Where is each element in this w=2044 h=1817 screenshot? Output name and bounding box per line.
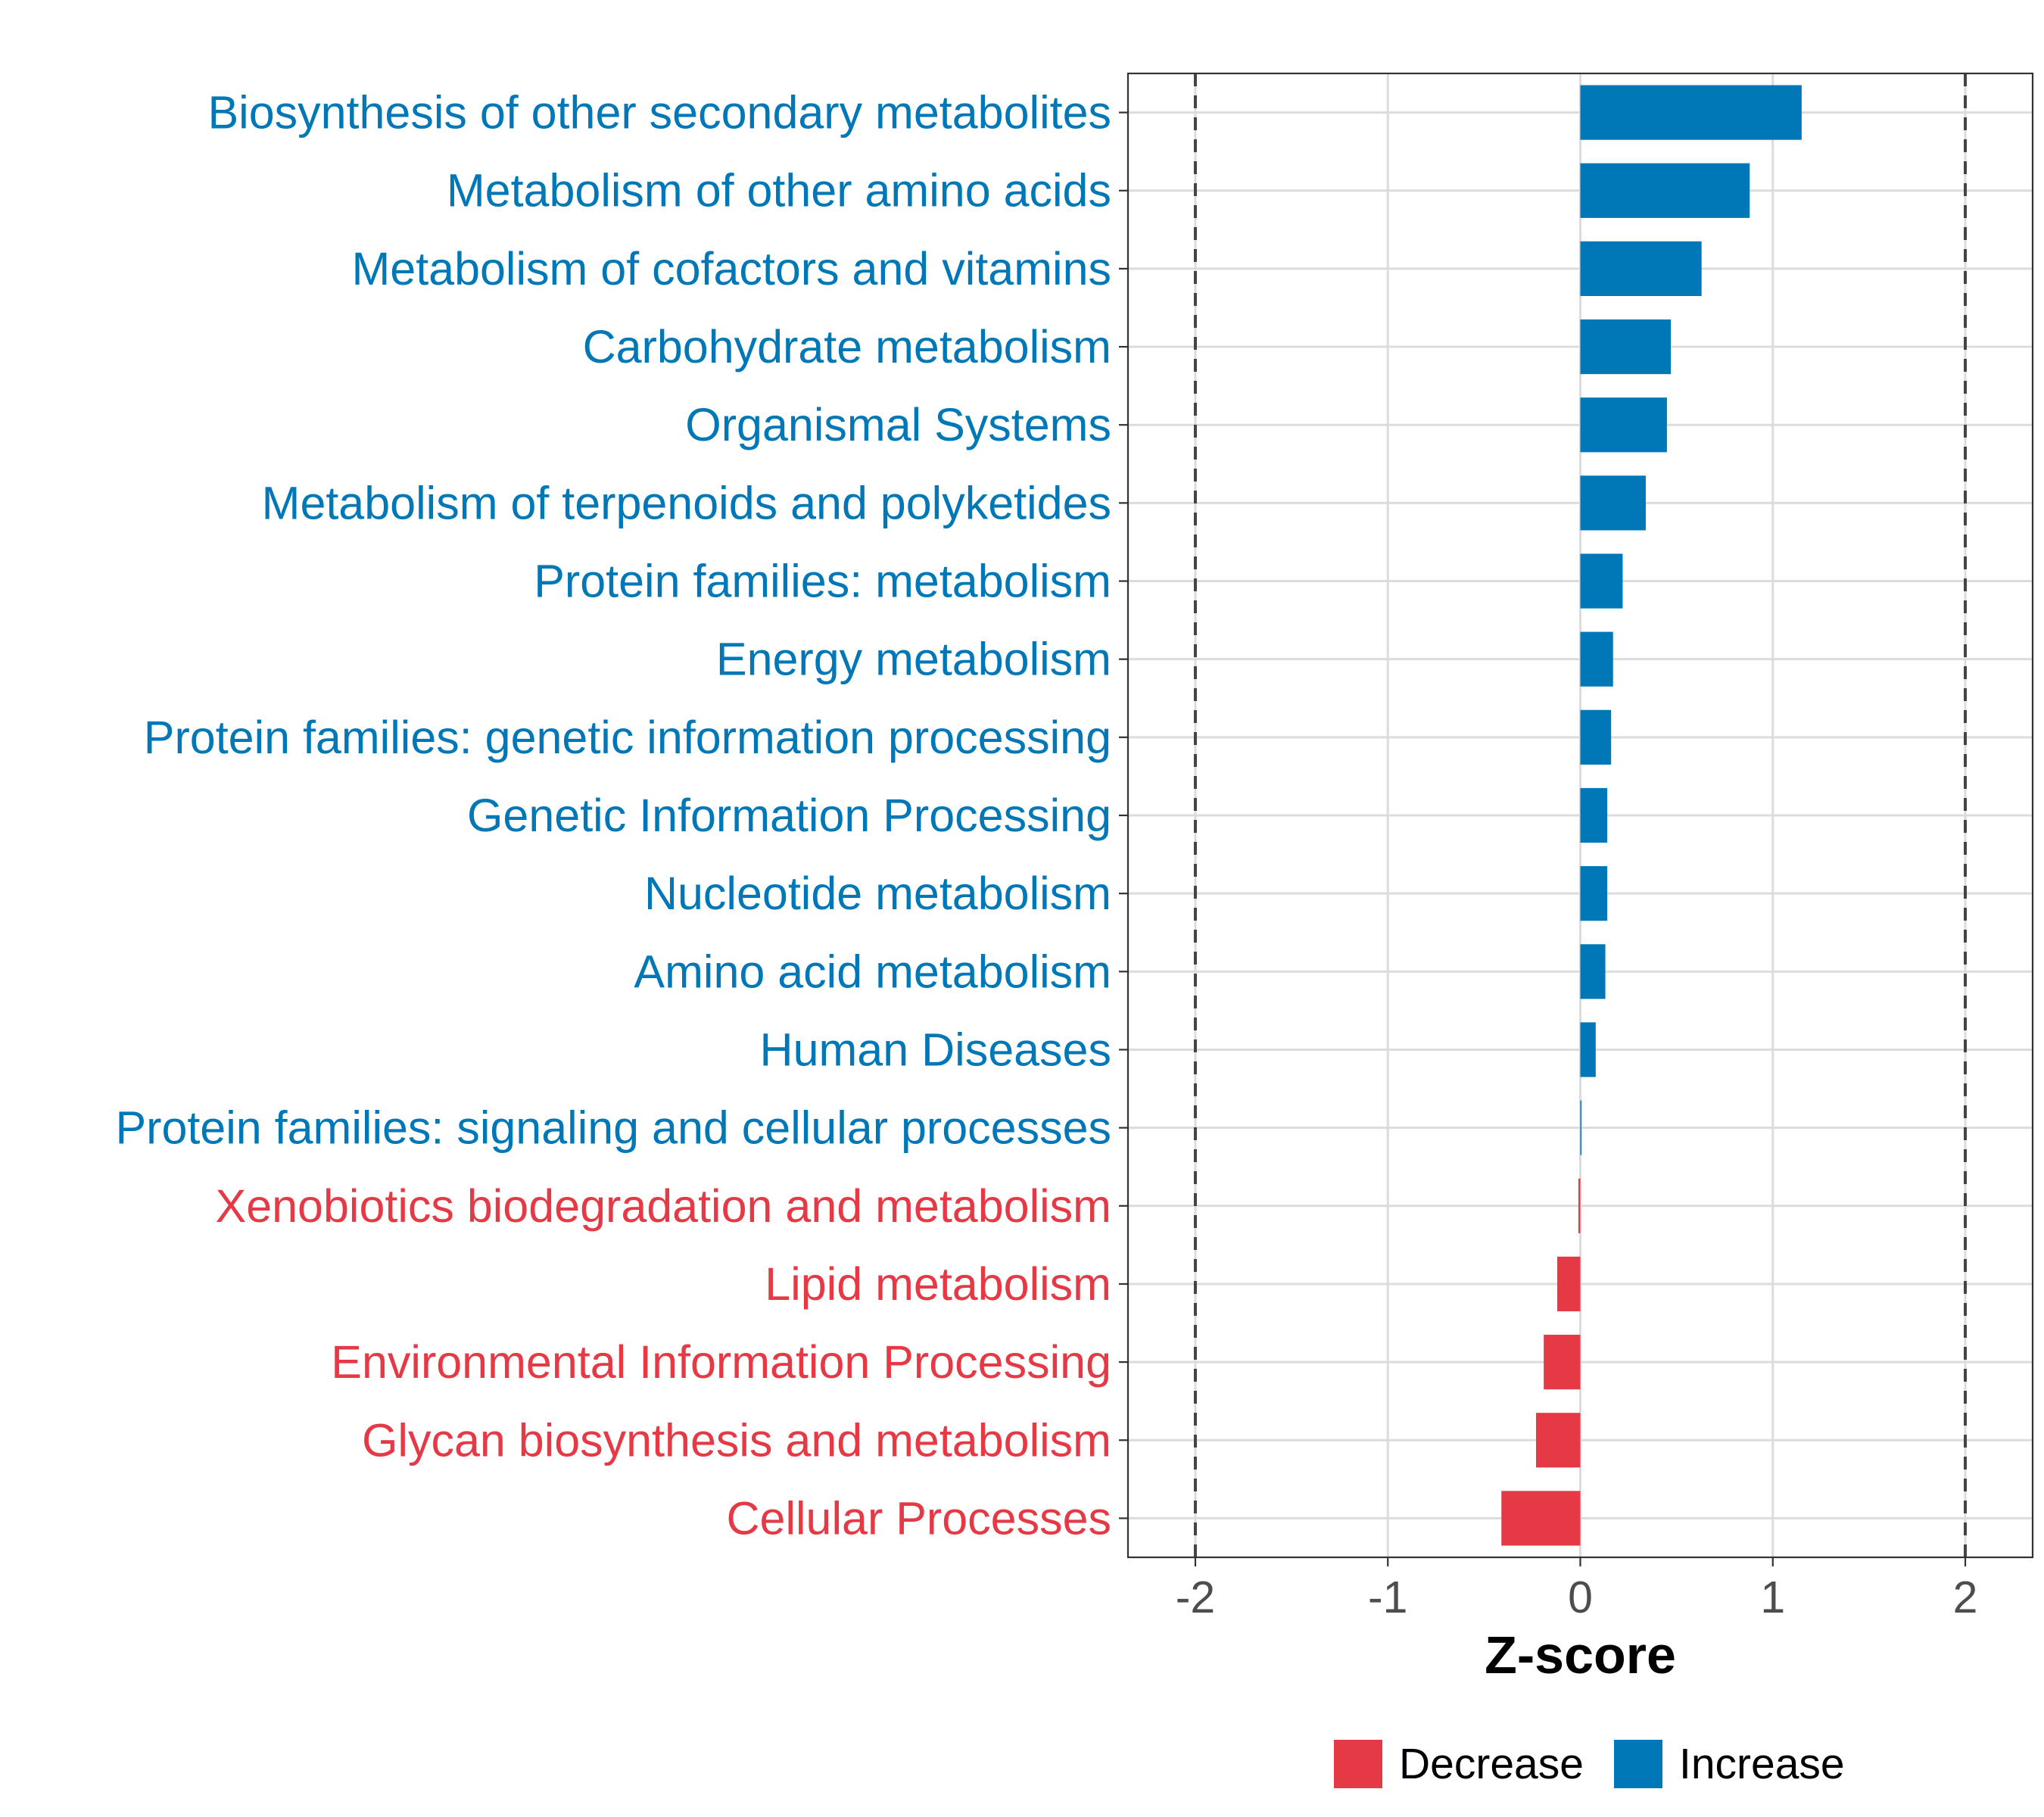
legend-label-decrease: Decrease: [1399, 1740, 1584, 1788]
category-label: Organismal Systems: [685, 399, 1111, 450]
category-label: Energy metabolism: [716, 634, 1111, 685]
reference-lines: [1193, 73, 1968, 1557]
bar-increase: [1580, 1100, 1581, 1155]
category-label: Protein families: genetic information pr…: [144, 712, 1111, 763]
legend-label-increase: Increase: [1679, 1740, 1845, 1788]
category-label: Protein families: signaling and cellular…: [115, 1102, 1111, 1154]
x-tick-label: 0: [1568, 1572, 1593, 1622]
y-ticks: [1119, 111, 1128, 1519]
category-label: Protein families: metabolism: [534, 556, 1111, 607]
category-label: Biosynthesis of other secondary metaboli…: [207, 87, 1111, 139]
bar-decrease: [1536, 1413, 1581, 1468]
category-label: Carbohydrate metabolism: [583, 321, 1111, 372]
bar-increase: [1580, 475, 1646, 531]
category-labels: Biosynthesis of other secondary metaboli…: [115, 87, 1111, 1544]
category-label: Metabolism of terpenoids and polyketides: [262, 477, 1111, 528]
x-tick-label: -2: [1176, 1572, 1215, 1622]
bar-decrease: [1544, 1335, 1581, 1390]
bar-increase: [1580, 163, 1750, 218]
category-label: Cellular Processes: [726, 1492, 1111, 1544]
bar-decrease: [1501, 1491, 1581, 1546]
category-label: Glycan biosynthesis and metabolism: [362, 1414, 1111, 1466]
bar-increase: [1580, 553, 1623, 609]
category-label: Metabolism of other amino acids: [447, 165, 1111, 217]
category-label: Amino acid metabolism: [634, 946, 1111, 997]
bars: [1501, 85, 1802, 1546]
category-label: Xenobiotics biodegradation and metabolis…: [216, 1180, 1111, 1232]
bar-increase: [1580, 397, 1667, 453]
x-tick-label: 1: [1760, 1572, 1785, 1622]
legend-key-decrease: [1334, 1740, 1382, 1788]
legend-key-increase: [1614, 1740, 1662, 1788]
bar-increase: [1580, 1022, 1596, 1077]
bar-increase: [1580, 631, 1613, 687]
bar-increase: [1580, 787, 1608, 843]
x-ticks: -2 -1 0 1 2: [1176, 1557, 1978, 1622]
bar-increase: [1580, 866, 1608, 921]
category-label: Environmental Information Processing: [331, 1336, 1111, 1388]
x-tick-label: -1: [1368, 1572, 1407, 1622]
x-tick-label: 2: [1953, 1572, 1978, 1622]
bar-decrease: [1578, 1178, 1581, 1233]
bar-increase: [1580, 241, 1702, 296]
category-label: Genetic Information Processing: [467, 790, 1111, 841]
category-label: Nucleotide metabolism: [644, 868, 1111, 919]
category-label: Human Diseases: [760, 1024, 1111, 1075]
x-axis-title: Z-score: [1485, 1625, 1676, 1685]
bar-increase: [1580, 85, 1802, 140]
bar-increase: [1580, 319, 1671, 375]
bar-increase: [1580, 944, 1606, 999]
bar-decrease: [1556, 1256, 1581, 1312]
category-label: Lipid metabolism: [765, 1258, 1111, 1310]
legend: Decrease Increase: [1334, 1740, 1845, 1788]
category-label: Metabolism of cofactors and vitamins: [351, 243, 1111, 295]
bar-increase: [1580, 709, 1612, 765]
